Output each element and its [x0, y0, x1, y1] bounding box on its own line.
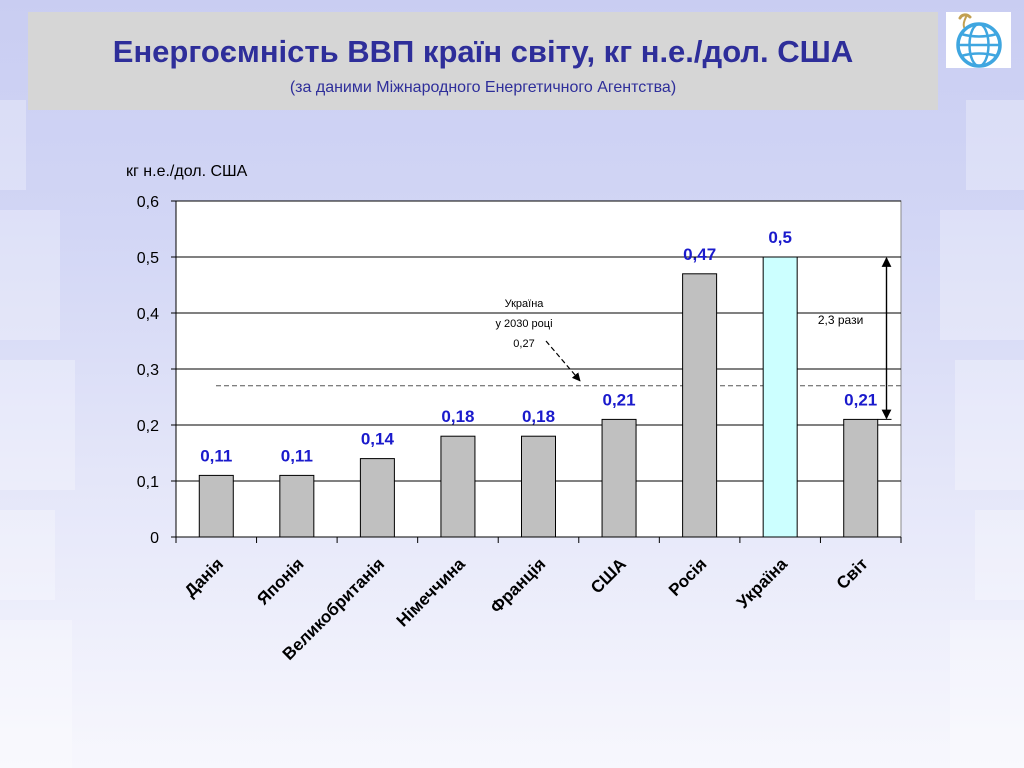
y-tick-label: 0	[150, 530, 159, 547]
reference-label: Україна	[505, 298, 545, 310]
background-tile	[0, 510, 55, 600]
bar	[440, 435, 476, 538]
x-category-label: Росія	[665, 554, 710, 599]
background-tile	[955, 360, 1024, 490]
data-label: 0,18	[522, 407, 555, 426]
background-tile	[0, 360, 75, 490]
reference-label: 0,27	[513, 338, 534, 350]
bar	[198, 474, 234, 538]
annotations: Україна у 2030 році 0,27 2,3 рази	[495, 256, 892, 420]
data-label: 0,21	[603, 390, 636, 409]
bar	[682, 273, 718, 538]
data-labels: 0,11 0,11 0,14 0,18 0,18 0,21 0,47 0,5 0,21	[200, 228, 877, 465]
background-tile	[0, 100, 26, 190]
x-category-label: США	[587, 554, 630, 597]
data-label: 0,11	[200, 446, 232, 465]
data-label: 0,47	[683, 245, 716, 264]
background-tile	[940, 210, 1024, 340]
x-category-label: Україна	[733, 554, 791, 612]
x-category-label: Німеччина	[393, 554, 469, 630]
reference-arrow	[545, 340, 581, 382]
x-category-label: Франція	[487, 554, 550, 617]
x-category-label: Данія	[181, 554, 227, 600]
globe-icon	[956, 13, 1002, 68]
background-tile	[966, 100, 1024, 190]
reference-label: у 2030 році	[495, 318, 552, 330]
bar	[601, 418, 637, 538]
y-tick-label: 0,5	[137, 250, 159, 267]
bar	[521, 435, 556, 538]
slide-subtitle: (за даними Міжнародного Енергетичного Аг…	[289, 79, 677, 96]
bars	[198, 256, 879, 538]
background-tile	[0, 210, 60, 340]
data-label: 0,18	[441, 407, 474, 426]
x-category-label: Світ	[833, 554, 872, 593]
y-tick-label: 0,2	[137, 418, 159, 435]
ratio-label: 2,3 рази	[818, 313, 863, 327]
background-tile	[975, 510, 1024, 600]
y-tick-label: 0,6	[137, 194, 159, 211]
logo	[946, 12, 1011, 68]
y-axis-title: кг н.е./дол. США	[126, 163, 248, 180]
y-tick-label: 0,3	[137, 362, 159, 379]
background-tile	[950, 620, 1024, 768]
bar	[762, 256, 798, 538]
bar	[359, 458, 395, 538]
data-label: 0,11	[281, 446, 313, 465]
x-category-label: Японія	[253, 554, 307, 608]
bar	[279, 474, 315, 538]
background-tile	[0, 620, 72, 768]
slide-title: Енергоємність ВВП країн світу, кг н.е./д…	[112, 34, 854, 69]
y-tick-label: 0,1	[137, 474, 159, 491]
bar	[843, 418, 879, 538]
data-label: 0,5	[768, 228, 792, 247]
header-panel: Енергоємність ВВП країн світу, кг н.е./д…	[28, 12, 938, 110]
data-label: 0,21	[844, 390, 877, 409]
y-tick-label: 0,4	[137, 306, 159, 323]
data-label: 0,14	[361, 430, 395, 449]
